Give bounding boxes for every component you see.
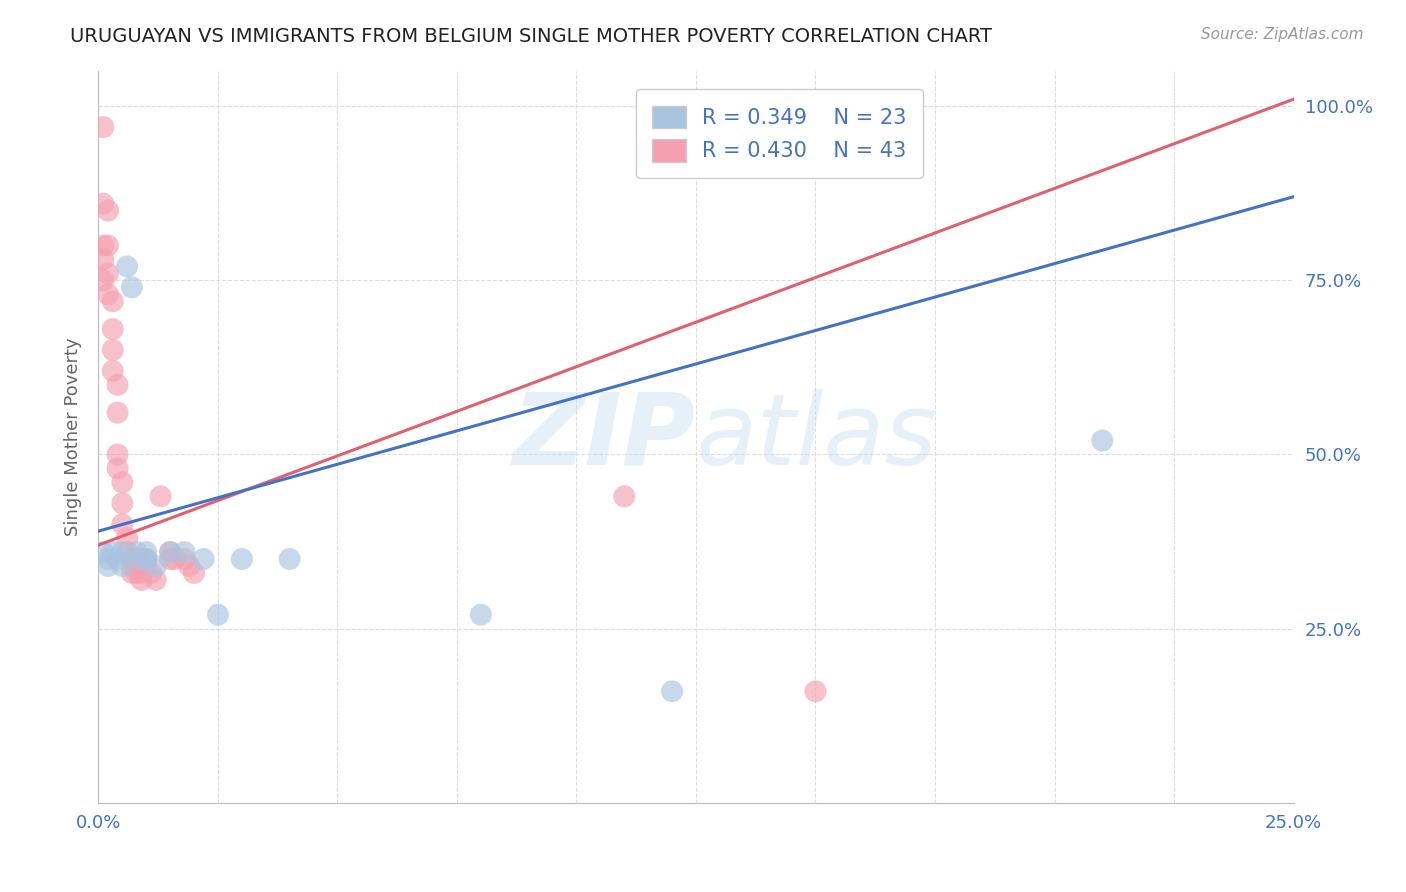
Point bbox=[163, 552, 186, 566]
Point bbox=[145, 558, 167, 573]
Point bbox=[107, 377, 129, 392]
Point bbox=[661, 684, 683, 698]
Text: URUGUAYAN VS IMMIGRANTS FROM BELGIUM SINGLE MOTHER POVERTY CORRELATION CHART: URUGUAYAN VS IMMIGRANTS FROM BELGIUM SIN… bbox=[70, 27, 993, 45]
Point bbox=[159, 545, 181, 559]
Point bbox=[107, 406, 129, 420]
Point bbox=[101, 364, 124, 378]
Point bbox=[131, 552, 153, 566]
Point bbox=[115, 545, 138, 559]
Point bbox=[91, 273, 114, 287]
Point bbox=[91, 252, 114, 267]
Point bbox=[470, 607, 492, 622]
Point bbox=[111, 558, 134, 573]
Point bbox=[231, 552, 253, 566]
Point bbox=[111, 496, 134, 510]
Point bbox=[107, 461, 129, 475]
Legend: R = 0.349    N = 23, R = 0.430    N = 43: R = 0.349 N = 23, R = 0.430 N = 43 bbox=[636, 89, 924, 178]
Point bbox=[125, 545, 148, 559]
Point bbox=[101, 545, 124, 559]
Point bbox=[111, 517, 134, 532]
Point bbox=[97, 238, 120, 252]
Point bbox=[115, 260, 138, 274]
Point bbox=[135, 545, 157, 559]
Point bbox=[121, 552, 143, 566]
Point bbox=[121, 558, 143, 573]
Point bbox=[97, 266, 120, 280]
Point bbox=[135, 558, 157, 573]
Point bbox=[97, 203, 120, 218]
Point bbox=[179, 558, 201, 573]
Point bbox=[111, 475, 134, 490]
Text: ZIP: ZIP bbox=[513, 389, 696, 485]
Text: Source: ZipAtlas.com: Source: ZipAtlas.com bbox=[1201, 27, 1364, 42]
Point bbox=[121, 566, 143, 580]
Point bbox=[278, 552, 301, 566]
Point bbox=[613, 489, 636, 503]
Point bbox=[131, 566, 153, 580]
Point bbox=[149, 489, 172, 503]
Point bbox=[1091, 434, 1114, 448]
Point bbox=[91, 120, 114, 134]
Point bbox=[135, 552, 157, 566]
Point bbox=[145, 573, 167, 587]
Point bbox=[125, 552, 148, 566]
Point bbox=[183, 566, 205, 580]
Point bbox=[173, 545, 195, 559]
Point bbox=[121, 280, 143, 294]
Point bbox=[97, 558, 120, 573]
Text: atlas: atlas bbox=[696, 389, 938, 485]
Point bbox=[193, 552, 215, 566]
Point bbox=[125, 558, 148, 573]
Point bbox=[101, 294, 124, 309]
Point bbox=[804, 684, 827, 698]
Point bbox=[101, 322, 124, 336]
Point bbox=[97, 287, 120, 301]
Point bbox=[107, 448, 129, 462]
Point bbox=[207, 607, 229, 622]
Point bbox=[115, 531, 138, 545]
Point bbox=[159, 552, 181, 566]
Point bbox=[131, 573, 153, 587]
Point bbox=[135, 552, 157, 566]
Y-axis label: Single Mother Poverty: Single Mother Poverty bbox=[63, 338, 82, 536]
Point bbox=[111, 545, 134, 559]
Point bbox=[159, 545, 181, 559]
Point bbox=[97, 552, 120, 566]
Point bbox=[107, 552, 129, 566]
Point bbox=[139, 566, 162, 580]
Point bbox=[91, 196, 114, 211]
Point bbox=[173, 552, 195, 566]
Point bbox=[91, 545, 114, 559]
Point bbox=[91, 238, 114, 252]
Point bbox=[125, 566, 148, 580]
Point bbox=[101, 343, 124, 357]
